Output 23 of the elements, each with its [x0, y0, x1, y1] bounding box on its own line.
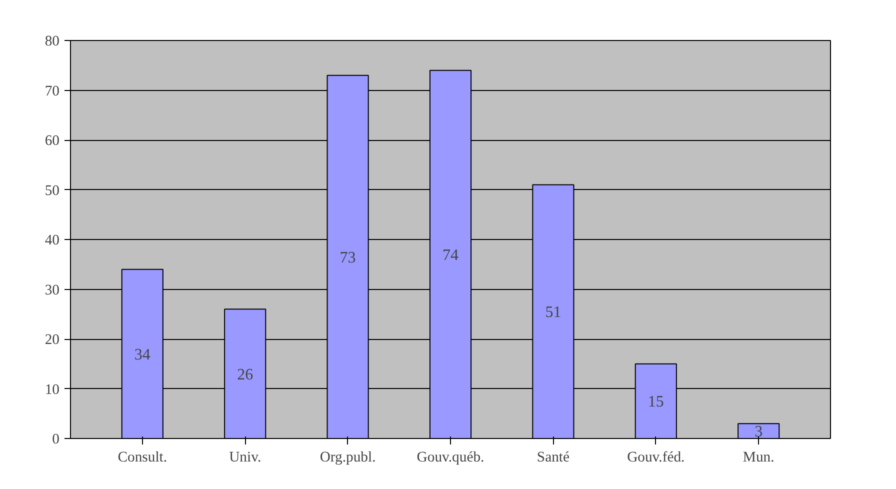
data-label: 15	[648, 394, 664, 411]
data-label: 51	[545, 304, 562, 322]
x-tick-label: Santé	[536, 450, 570, 466]
y-tick-label: 0	[52, 432, 60, 448]
y-tick-label: 50	[44, 182, 60, 199]
data-label: 26	[237, 366, 254, 384]
x-tick-label: Univ.	[229, 450, 262, 466]
y-tick-label: 40	[44, 232, 60, 248]
y-tick-label: 10	[44, 382, 60, 398]
y-tick-label: 70	[44, 83, 60, 100]
y-tick-label: 80	[44, 34, 60, 50]
y-tick-label: 60	[44, 133, 60, 149]
x-tick-label: Org.publ.	[320, 450, 376, 466]
y-tick-label: 20	[44, 332, 60, 348]
x-tick-label: Consult.	[118, 450, 168, 466]
x-tick-label: Gouv.québ.	[416, 450, 484, 466]
data-label: 73	[340, 249, 356, 266]
data-label: 3	[754, 424, 763, 441]
x-tick-label: Mun.	[742, 450, 774, 466]
data-label: 74	[442, 246, 458, 264]
data-label: 34	[134, 346, 150, 364]
x-tick-label: Gouv.féd.	[627, 450, 685, 466]
y-tick-label: 30	[44, 282, 60, 298]
